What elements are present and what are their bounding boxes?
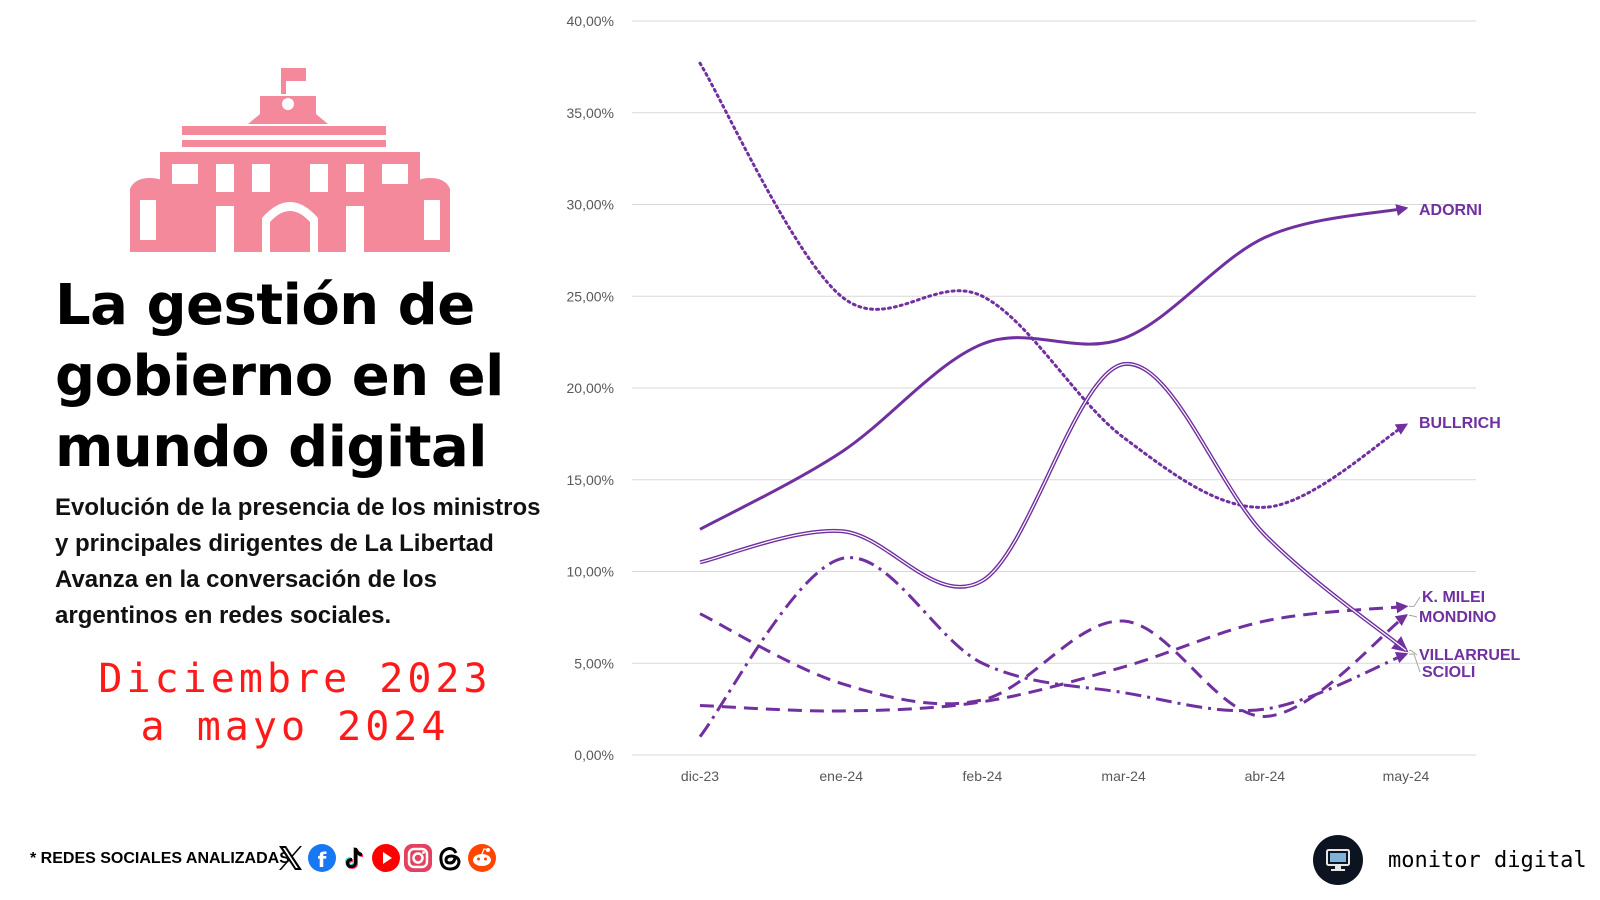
- y-tick-label: 5,00%: [574, 655, 614, 671]
- y-axis-labels: 0,00% 5,00% 10,00% 15,00% 20,00% 25,00% 30,00%…: [567, 13, 614, 763]
- series-label-adorni: ADORNI: [1419, 202, 1482, 219]
- casa-rosada-icon: [130, 68, 450, 252]
- series-line-mondino: [699, 612, 1408, 718]
- leader-line-scioli: [1409, 653, 1421, 673]
- series-line-inner-villarruel: [699, 363, 1407, 651]
- y-tick-label: 30,00%: [567, 197, 614, 213]
- x-axis-labels: dic-23 ene-24 feb-24 mar-24 abr-24 may-24: [681, 768, 1430, 784]
- series-line-villarruel: [699, 362, 1409, 653]
- facebook-icon: f: [308, 844, 336, 872]
- series-lines: [698, 61, 1409, 738]
- y-tick-label: 25,00%: [567, 288, 614, 304]
- series-adorni: [699, 204, 1409, 531]
- x-tick-label: ene-24: [819, 768, 863, 784]
- tiktok-icon: [340, 844, 368, 872]
- date-range-line2: a mayo 2024: [140, 704, 450, 750]
- series-villarruel: [699, 362, 1409, 653]
- series-label-bullrich: BULLRICH: [1419, 415, 1501, 432]
- y-tick-label: 0,00%: [574, 747, 614, 763]
- series-line-k-milei: [699, 601, 1409, 713]
- x-tick-label: dic-23: [681, 768, 719, 784]
- line-chart: 0,00% 5,00% 10,00% 15,00% 20,00% 25,00% 30,00%…: [567, 13, 1521, 784]
- x-tick-label: abr-24: [1245, 768, 1286, 784]
- series-label-mondino: MONDINO: [1419, 609, 1496, 626]
- series-scioli: [698, 556, 1409, 738]
- reddit-icon: [468, 844, 496, 872]
- series-label-scioli: SCIOLI: [1422, 664, 1475, 681]
- threads-icon: [439, 847, 461, 871]
- series-label-villarruel: VILLARRUEL: [1419, 647, 1521, 664]
- series-line-bullrich: [698, 61, 1409, 509]
- brand-name: monitor digital: [1388, 848, 1587, 873]
- svg-text:f: f: [318, 848, 327, 872]
- series-line-scioli: [698, 556, 1409, 738]
- series-k-milei: [699, 601, 1409, 713]
- youtube-icon: [372, 844, 400, 872]
- page-subtitle: Evolución de la presencia de los ministr…: [55, 494, 541, 629]
- social-icons: f: [275, 843, 497, 873]
- y-tick-label: 40,00%: [567, 13, 614, 29]
- series-label-k-milei: K. MILEI: [1422, 589, 1485, 606]
- instagram-icon: [404, 844, 432, 872]
- y-tick-label: 20,00%: [567, 380, 614, 396]
- leader-line-villarruel: [1409, 649, 1418, 656]
- x-icon: [279, 846, 302, 870]
- monitor-icon: [1326, 849, 1350, 871]
- y-tick-label: 15,00%: [567, 472, 614, 488]
- x-tick-label: feb-24: [963, 768, 1003, 784]
- series-mondino: [699, 612, 1408, 718]
- social-networks-note: * REDES SOCIALES ANALIZADAS: [30, 850, 290, 867]
- date-range: Diciembre 2023 a mayo 2024: [75, 655, 515, 751]
- y-tick-label: 35,00%: [567, 105, 614, 121]
- series-labels: ADORNI BULLRICH K. MILEI MONDINO VILLARRUELS…: [1409, 202, 1521, 681]
- series-bullrich: [698, 61, 1409, 509]
- series-line-adorni: [699, 204, 1409, 531]
- monitor-digital-logo: [1313, 835, 1363, 885]
- x-tick-label: may-24: [1383, 768, 1430, 784]
- date-range-line1: Diciembre 2023: [98, 656, 492, 702]
- grid-lines: [632, 20, 1476, 756]
- leader-line-mondino: [1409, 615, 1418, 618]
- x-tick-label: mar-24: [1101, 768, 1146, 784]
- leader-line-k-milei: [1409, 596, 1421, 607]
- page-title: La gestión de gobierno en el mundo digit…: [55, 273, 504, 480]
- y-tick-label: 10,00%: [567, 564, 614, 580]
